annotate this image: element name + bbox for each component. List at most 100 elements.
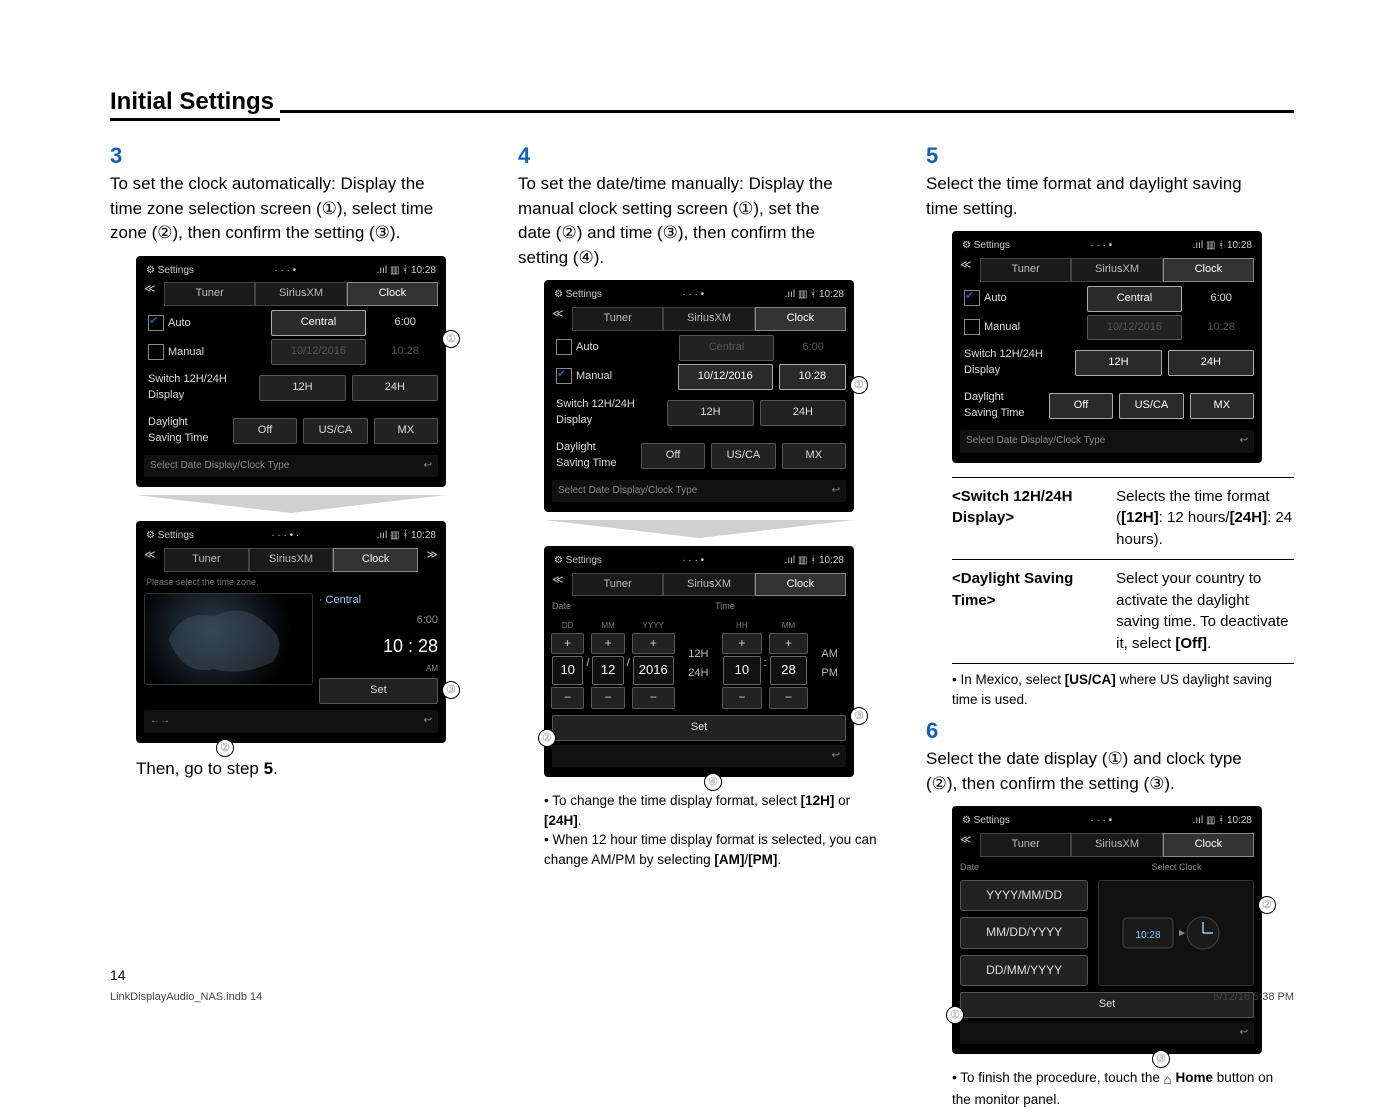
tab-tuner[interactable]: Tuner [164, 282, 255, 306]
forward-icon[interactable]: ≫ [418, 548, 438, 572]
return-icon[interactable]: ↩ [832, 749, 840, 764]
footer-text[interactable]: Select Date Display/Clock Type [150, 459, 289, 474]
tab-clock[interactable]: Clock [347, 282, 438, 306]
btn-mx[interactable]: MX [374, 418, 438, 444]
btn-usca[interactable]: US/CA [303, 418, 367, 444]
btn-off[interactable]: Off [1049, 393, 1113, 419]
return-icon[interactable]: ↩ [1240, 434, 1248, 449]
opt-ymd[interactable]: YYYY/MM/DD [960, 880, 1088, 911]
minus-button[interactable]: − [632, 687, 675, 708]
btn-off[interactable]: Off [641, 443, 705, 469]
tab-clock[interactable]: Clock [1163, 833, 1254, 857]
btn-off[interactable]: Off [233, 418, 297, 444]
tab-siriusxm[interactable]: SiriusXM [1071, 258, 1162, 282]
btn-mx[interactable]: MX [1190, 393, 1254, 419]
tab-clock[interactable]: Clock [755, 573, 846, 597]
footer-text[interactable]: Select Date Display/Clock Type [558, 484, 697, 499]
hdr-dots: · · · • · [271, 529, 299, 544]
btn-pm[interactable]: PM [813, 666, 846, 682]
return-icon[interactable]: ↩ [424, 459, 432, 474]
yyyy-label: YYYY [643, 620, 664, 632]
tab-siriusxm[interactable]: SiriusXM [663, 573, 754, 597]
tab-clock[interactable]: Clock [1163, 258, 1254, 282]
btn-24h[interactable]: 24H [680, 666, 717, 682]
clock-preview[interactable]: 10:28 [1098, 880, 1254, 986]
btn-12h[interactable]: 12H [680, 647, 717, 663]
return-icon[interactable]: ↩ [1240, 1026, 1248, 1041]
list-item: When 12 hour time display format is sele… [544, 830, 886, 869]
plus-button[interactable]: + [769, 633, 809, 654]
plus-button[interactable]: + [551, 633, 584, 654]
manual-row[interactable]: Manual [144, 340, 265, 365]
checkbox-on-icon [556, 368, 572, 384]
table-row: <Switch 12H/24H Display> Selects the tim… [952, 478, 1294, 560]
tab-siriusxm[interactable]: SiriusXM [663, 307, 754, 331]
manual-row[interactable]: Manual [960, 315, 1081, 340]
auto-time: 6:00 [1188, 287, 1254, 311]
step-4: 4 To set the date/time manually: Display… [518, 140, 886, 270]
back-icon[interactable]: ≪ [144, 548, 164, 572]
btn-mx[interactable]: MX [782, 443, 846, 469]
footer-text[interactable]: Select Date Display/Clock Type [966, 434, 1105, 449]
minus-button[interactable]: − [769, 687, 809, 708]
btn-24h[interactable]: 24H [352, 375, 438, 401]
column-3: 5 Select the time format and daylight sa… [926, 140, 1294, 1116]
auto-row[interactable]: Auto [960, 286, 1081, 311]
timezone-button[interactable]: Central [271, 310, 367, 336]
minus-button[interactable]: − [591, 687, 624, 708]
map-area[interactable] [144, 593, 313, 685]
arrow-right-icon[interactable]: → [160, 714, 170, 729]
back-icon[interactable]: ≪ [552, 573, 572, 597]
back-icon[interactable]: ≪ [144, 282, 164, 306]
opt-mdy[interactable]: MM/DD/YYYY [960, 917, 1088, 948]
auto-row[interactable]: Auto [144, 311, 265, 336]
set-button[interactable]: Set [552, 715, 846, 741]
plus-button[interactable]: + [591, 633, 624, 654]
back-icon[interactable]: ≪ [960, 258, 980, 282]
step-text: To set the clock automatically: Display … [110, 172, 448, 246]
back-icon[interactable]: ≪ [960, 833, 980, 857]
tab-tuner[interactable]: Tuner [572, 573, 663, 597]
tab-clock[interactable]: Clock [333, 548, 418, 572]
tab-tuner[interactable]: Tuner [164, 548, 249, 572]
return-icon[interactable]: ↩ [832, 484, 840, 499]
callout-2: ② [1258, 896, 1276, 914]
btn-usca[interactable]: US/CA [1119, 393, 1183, 419]
minus-button[interactable]: − [722, 687, 762, 708]
step-number: 4 [518, 140, 544, 172]
timezone-button[interactable]: Central [1087, 286, 1183, 312]
clock-header: Select Clock [1099, 861, 1254, 874]
screenshot-date-clock-type: ⚙ Settings · · · • .ııl ▥ ᚼ 10:28 ≪ Tune… [952, 806, 1262, 1054]
btn-24h[interactable]: 24H [760, 400, 846, 426]
plus-button[interactable]: + [632, 633, 675, 654]
tab-tuner[interactable]: Tuner [980, 258, 1071, 282]
btn-am[interactable]: AM [813, 647, 846, 663]
btn-12h[interactable]: 12H [667, 400, 753, 426]
arrow-left-icon[interactable]: ← [150, 714, 160, 729]
dst-label: Daylight Saving Time [552, 436, 635, 476]
tab-siriusxm[interactable]: SiriusXM [255, 282, 346, 306]
tab-tuner[interactable]: Tuner [980, 833, 1071, 857]
btn-12h[interactable]: 12H [259, 375, 345, 401]
hdr-dots: · · · • [1090, 239, 1112, 254]
opt-dmy[interactable]: DD/MM/YYYY [960, 955, 1088, 986]
btn-12h[interactable]: 12H [1075, 350, 1161, 376]
back-icon[interactable]: ≪ [552, 307, 572, 331]
tab-siriusxm[interactable]: SiriusXM [249, 548, 334, 572]
plus-button[interactable]: + [722, 633, 762, 654]
tab-tuner[interactable]: Tuner [572, 307, 663, 331]
auto-row[interactable]: Auto [552, 335, 673, 360]
btn-24h[interactable]: 24H [1168, 350, 1254, 376]
manual-date-button[interactable]: 10/12/2016 [678, 364, 773, 390]
hdr-left: ⚙ Settings [146, 529, 194, 544]
minus-button[interactable]: − [551, 687, 584, 708]
manual-time-button[interactable]: 10:28 [779, 364, 846, 390]
tab-siriusxm[interactable]: SiriusXM [1071, 833, 1162, 857]
screenshot-datetime-entry: ⚙ Settings · · · • .ııl ▥ ᚼ 10:28 ≪ Tune… [544, 546, 854, 777]
manual-row[interactable]: Manual [552, 364, 672, 389]
return-icon[interactable]: ↩ [424, 714, 432, 729]
tab-clock[interactable]: Clock [755, 307, 846, 331]
checkbox-off-icon [964, 319, 980, 335]
btn-usca[interactable]: US/CA [711, 443, 775, 469]
set-button[interactable]: Set [319, 678, 438, 704]
